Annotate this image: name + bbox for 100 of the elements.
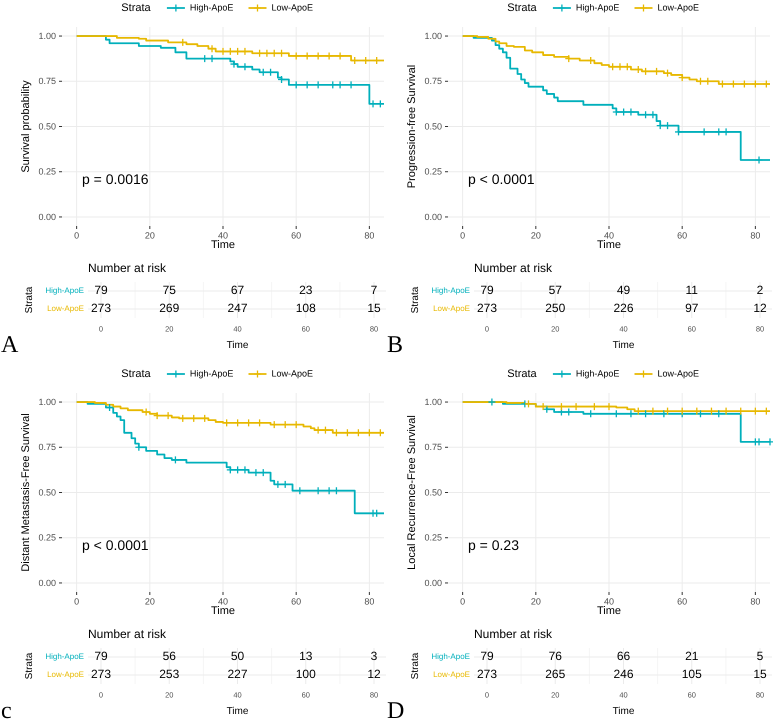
text: B — [387, 332, 404, 358]
legend-label: Low-ApoE — [272, 368, 314, 378]
x-axis-title: Time — [210, 605, 236, 617]
data-label: 13 — [299, 649, 313, 664]
x-tick-label: 20 — [530, 596, 541, 606]
data-label: 79 — [480, 649, 494, 664]
y-tick-label: Low-ApoE — [433, 304, 470, 314]
data-label: 226 — [613, 301, 634, 316]
data-label: 67 — [230, 283, 244, 298]
data-label: 250 — [545, 301, 566, 316]
data-label: 12 — [367, 667, 381, 682]
text: A — [1, 332, 19, 358]
x-axis-title: Time — [612, 706, 635, 717]
x-axis-title: Time — [226, 706, 249, 717]
x-tick-label: 80 — [364, 596, 374, 606]
legend-label: High-ApoE — [190, 2, 234, 12]
y-tick-label: 0.75 — [424, 76, 442, 86]
y-tick-label: 0.75 — [38, 442, 56, 452]
data-label: 79 — [94, 649, 108, 664]
x-axis-title: Time — [596, 605, 622, 617]
chart-title: Number at risk — [474, 261, 554, 275]
legend-label: High-ApoE — [576, 2, 620, 12]
y-axis-title: Strata — [24, 652, 35, 680]
y-tick-label: 0.75 — [38, 76, 56, 86]
y-tick-label: 0.50 — [38, 487, 56, 498]
data-label: 23 — [299, 283, 313, 298]
data-label: 265 — [545, 667, 566, 682]
data-label: 105 — [682, 667, 702, 682]
x-tick-label: 20 — [144, 230, 155, 240]
data-label: 79 — [94, 283, 108, 298]
y-axis-title: Strata — [24, 286, 35, 314]
data-label: 15 — [367, 301, 381, 316]
y-tick-label: High-ApoE — [45, 652, 84, 662]
data-label: 75 — [162, 283, 176, 298]
annotation: p = 0.0016 — [82, 171, 149, 187]
chart-title: Number at risk — [474, 627, 554, 641]
x-tick-label: 20 — [530, 230, 541, 240]
data-label: 100 — [296, 667, 316, 682]
y-axis-title: Local Recurrence-Free Survival — [406, 415, 418, 570]
y-tick-label: High-ApoE — [431, 652, 470, 662]
x-tick-label: 60 — [677, 230, 688, 240]
legend-label: Low-ApoE — [658, 368, 700, 378]
data-label: 66 — [616, 649, 630, 664]
y-tick-label: Low-ApoE — [433, 670, 470, 680]
x-axis-title: Time — [226, 340, 249, 351]
y-tick-label: 0.25 — [424, 532, 442, 543]
data-label: 79 — [480, 283, 494, 298]
x-tick-label: 40 — [218, 596, 228, 606]
x-tick-label: 80 — [750, 596, 760, 606]
legend-title: Strata — [507, 368, 538, 380]
x-axis-title: Time — [210, 239, 236, 251]
text: D — [387, 698, 404, 723]
y-tick-label: High-ApoE — [45, 286, 84, 296]
x-axis-title: Time — [596, 239, 622, 251]
data-label: 273 — [90, 301, 112, 316]
annotation: p < 0.0001 — [82, 537, 149, 553]
legend-title: Strata — [507, 2, 538, 14]
data-label: 50 — [230, 649, 244, 664]
legend-label: Low-ApoE — [272, 2, 314, 12]
data-label: 12 — [753, 301, 767, 316]
x-tick-label: 20 — [144, 596, 155, 606]
y-tick-label: 0.50 — [424, 121, 442, 132]
y-axis-title: Distant Metastasis-Free Survival — [20, 413, 32, 572]
y-axis-title: Survival probability — [20, 80, 32, 173]
x-tick-label: 0 — [74, 596, 80, 606]
annotation: p < 0.0001 — [468, 171, 535, 187]
x-axis-title: Time — [612, 340, 635, 351]
y-tick-label: 0.00 — [38, 212, 56, 222]
y-tick-label: 1.00 — [424, 30, 442, 41]
legend-label: High-ApoE — [576, 368, 620, 378]
y-tick-label: Low-ApoE — [47, 670, 84, 680]
y-axis-title: Strata — [410, 652, 421, 680]
annotation: p = 0.23 — [468, 537, 520, 553]
y-tick-label: 1.00 — [38, 396, 56, 407]
y-tick-label: 0.75 — [424, 442, 442, 452]
x-tick-label: 40 — [218, 230, 228, 240]
y-tick-label: 0.25 — [38, 166, 56, 177]
text: c — [1, 698, 12, 723]
data-label: 3 — [370, 649, 378, 664]
data-label: 269 — [159, 301, 180, 316]
data-label: 2 — [756, 283, 764, 298]
legend-label: Low-ApoE — [658, 2, 700, 12]
y-tick-label: 0.00 — [424, 578, 442, 588]
chart-title: Number at risk — [88, 627, 168, 641]
x-tick-label: 80 — [750, 230, 760, 240]
data-label: 97 — [685, 301, 699, 316]
data-label: 49 — [616, 283, 630, 298]
x-tick-label: 60 — [291, 596, 302, 606]
legend-title: Strata — [121, 2, 152, 14]
x-tick-label: 0 — [460, 596, 466, 606]
y-tick-label: Low-ApoE — [47, 304, 84, 314]
data-label: 21 — [685, 649, 699, 664]
y-tick-label: 0.25 — [424, 166, 442, 177]
data-label: 273 — [476, 301, 498, 316]
data-label: 7 — [370, 283, 378, 298]
data-label: 246 — [613, 667, 634, 682]
data-label: 76 — [548, 649, 562, 664]
data-label: 57 — [548, 283, 562, 298]
data-label: 227 — [227, 667, 248, 682]
x-tick-label: 60 — [291, 230, 302, 240]
